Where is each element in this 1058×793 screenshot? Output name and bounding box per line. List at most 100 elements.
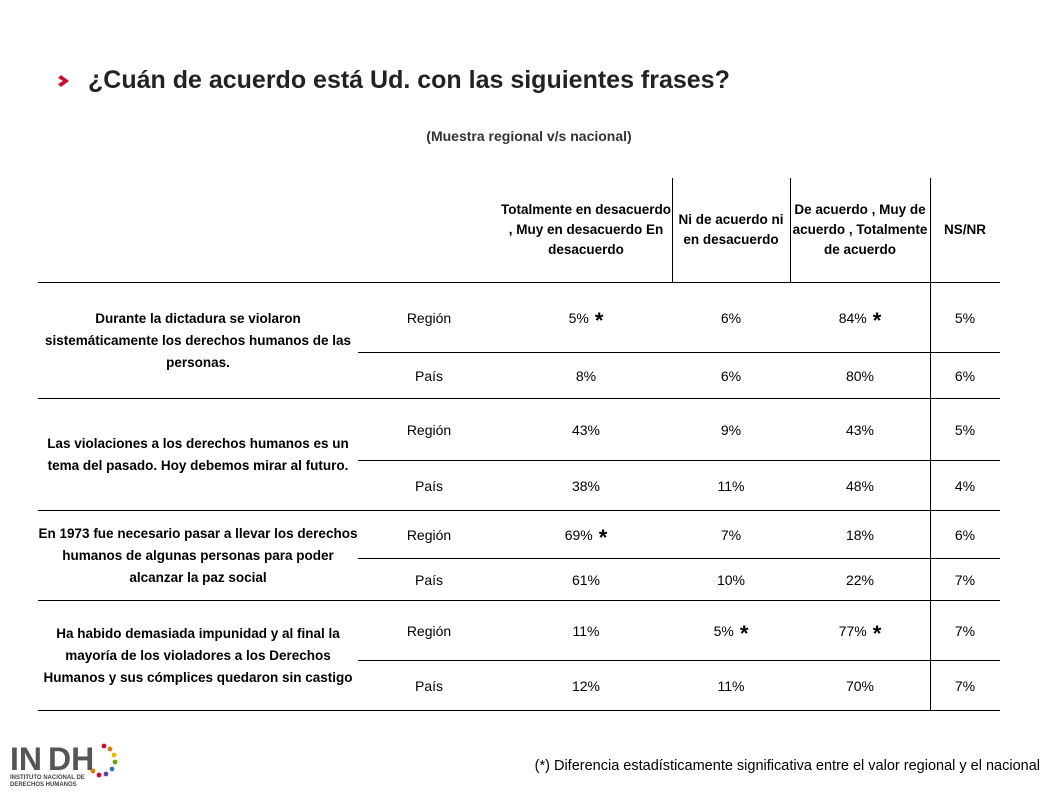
svg-text:DH: DH — [48, 741, 94, 777]
value-cell: 38% — [500, 461, 672, 510]
svg-text:INSTITUTO NACIONAL DE: INSTITUTO NACIONAL DE — [10, 775, 85, 781]
group-label: País — [414, 477, 443, 494]
statement-label: En 1973 fue necesario pasar a llevar los… — [38, 511, 358, 600]
value-cell: 8% — [500, 353, 672, 398]
value-cell: 6% — [672, 283, 790, 352]
value-cell: 11% — [672, 661, 790, 710]
nsnr-col-divider — [930, 178, 931, 710]
indh-logo: IN DH INSTITUTO NACIONAL DE DERECHOS HUM… — [8, 738, 128, 788]
subtitle: (Muestra regional v/s nacional) — [426, 128, 632, 144]
value-cell: 4% — [930, 461, 1000, 510]
significance-asterisk: * — [872, 620, 882, 646]
value-text: 4% — [954, 477, 976, 494]
value-cell: 5% — [930, 283, 1000, 352]
value-cell: 70% — [790, 661, 930, 710]
value-cell: 5% — [930, 399, 1000, 460]
value-cell: 11% — [500, 601, 672, 660]
group-label: Región — [406, 622, 452, 639]
title-block: ¿Cuán de acuerdo está Ud. con las siguie… — [56, 66, 730, 95]
column-header-nsnr: NS/NR — [943, 222, 986, 237]
page-title: ¿Cuán de acuerdo está Ud. con las siguie… — [88, 66, 730, 94]
table-bottom-line — [38, 710, 1000, 711]
value-text: 9% — [720, 421, 742, 438]
value-cell: 80% — [790, 353, 930, 398]
value-text: 22% — [845, 571, 875, 588]
value-cell: 84% * — [790, 283, 930, 352]
significance-asterisk: * — [594, 307, 604, 333]
value-cell: 7% — [672, 511, 790, 558]
statement-label: Ha habido demasiada impunidad y al final… — [38, 601, 358, 710]
value-cell: 43% — [500, 399, 672, 460]
value-text: 84% — [838, 309, 867, 326]
group-label: Región — [406, 526, 452, 543]
value-cell: 6% — [930, 511, 1000, 558]
value-text: 69% — [564, 526, 593, 543]
value-text: 6% — [720, 309, 742, 326]
value-text: 10% — [716, 571, 746, 588]
value-cell: 43% — [790, 399, 930, 460]
group-label: País — [414, 571, 443, 588]
significance-asterisk: * — [872, 307, 882, 333]
value-text: 6% — [954, 526, 976, 543]
significance-asterisk: * — [739, 620, 749, 646]
value-text: 80% — [845, 367, 875, 384]
value-text: 11% — [572, 622, 600, 639]
value-text: 8% — [575, 367, 597, 384]
svg-text:DERECHOS HUMANOS: DERECHOS HUMANOS — [10, 782, 77, 788]
value-cell: 11% — [672, 461, 790, 510]
group-label: Región — [406, 421, 452, 438]
significance-asterisk: * — [598, 524, 608, 550]
value-cell: 5% * — [672, 601, 790, 660]
header-col-divider — [672, 178, 673, 282]
row-divider — [358, 352, 1000, 353]
value-text: 6% — [954, 367, 976, 384]
statement-label: Durante la dictadura se violaron sistemá… — [38, 283, 358, 398]
group-label: País — [414, 677, 443, 694]
value-text: 7% — [954, 677, 976, 694]
value-text: 5% — [568, 309, 589, 326]
value-cell: 7% — [930, 661, 1000, 710]
footnote: (*) Diferencia estadísticamente signific… — [534, 758, 1040, 774]
value-text: 38% — [571, 477, 601, 494]
chevron-right-icon — [58, 74, 69, 87]
row-divider — [358, 558, 1000, 559]
value-text: 43% — [845, 421, 875, 438]
header-divider — [38, 282, 1000, 283]
row-divider — [358, 660, 1000, 661]
value-cell: 18% — [790, 511, 930, 558]
column-header-neutral: Ni de acuerdo ni en desacuerdo — [678, 212, 784, 247]
value-cell: 6% — [930, 353, 1000, 398]
row-divider — [38, 600, 1000, 601]
row-divider — [38, 510, 1000, 511]
value-cell: 7% — [930, 601, 1000, 660]
column-header-acuerdo: De acuerdo , Muy de acuerdo , Totalmente… — [792, 202, 928, 257]
value-text: 5% — [713, 622, 734, 639]
value-text: 12% — [571, 677, 601, 694]
value-cell: 12% — [500, 661, 672, 710]
value-text: 18% — [845, 526, 875, 543]
row-divider — [358, 460, 1000, 461]
value-text: 70% — [845, 677, 875, 694]
value-cell: 6% — [672, 353, 790, 398]
value-text: 5% — [954, 421, 976, 438]
value-text: 48% — [845, 477, 875, 494]
value-text: 6% — [720, 367, 742, 384]
group-label: Región — [406, 309, 452, 326]
value-cell: 7% — [930, 559, 1000, 600]
value-cell: 61% — [500, 559, 672, 600]
value-text: 61% — [571, 571, 601, 588]
value-text: 11% — [717, 677, 745, 694]
value-cell: 77% * — [790, 601, 930, 660]
column-header-desacuerdo: Totalmente en desacuerdo , Muy en desacu… — [500, 202, 672, 257]
statement-label: Las violaciones a los derechos humanos e… — [38, 399, 358, 510]
value-cell: 5% * — [500, 283, 672, 352]
value-cell: 48% — [790, 461, 930, 510]
value-text: 77% — [838, 622, 867, 639]
value-cell: 22% — [790, 559, 930, 600]
value-text: 43% — [571, 421, 601, 438]
value-text: 11% — [717, 477, 745, 494]
row-divider — [38, 398, 1000, 399]
value-text: 7% — [954, 622, 976, 639]
value-text: 5% — [954, 309, 976, 326]
value-cell: 9% — [672, 399, 790, 460]
